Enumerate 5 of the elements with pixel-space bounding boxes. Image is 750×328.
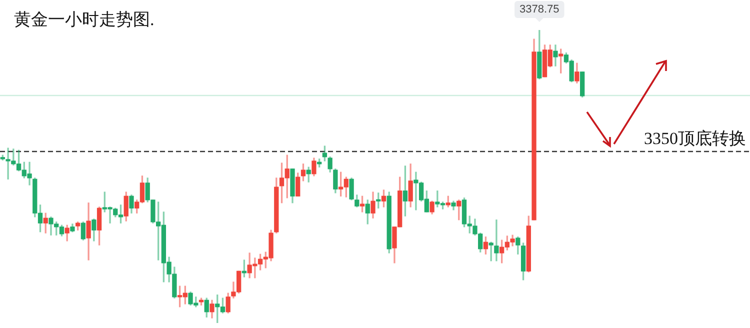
- candlestick: [494, 220, 499, 262]
- chart-title: 黄金一小时走势图.: [14, 9, 154, 31]
- ref-line-label: 3350顶底转换: [644, 128, 746, 148]
- annotation: 3378.75: [520, 4, 560, 16]
- candlestick: [488, 242, 494, 262]
